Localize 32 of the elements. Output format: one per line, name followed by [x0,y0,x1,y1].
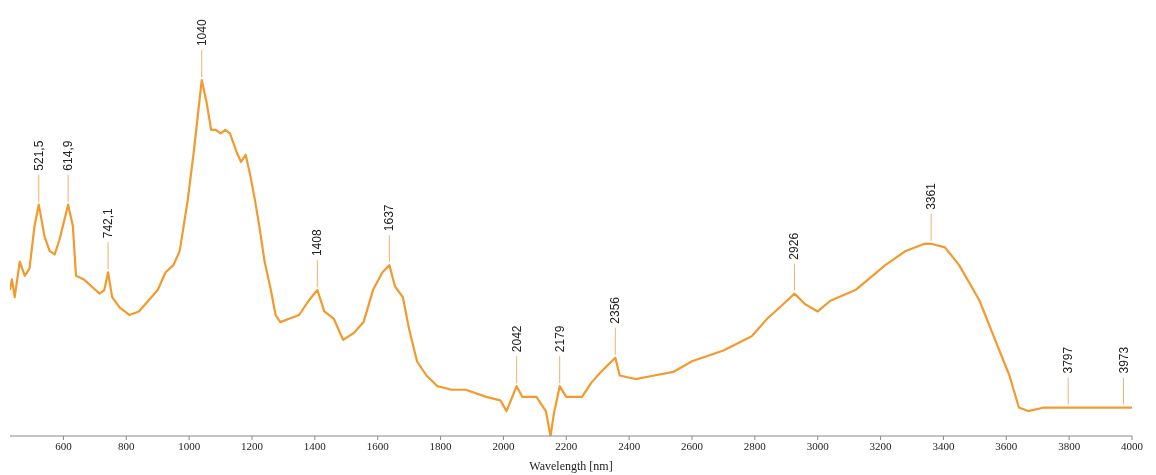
x-tick-label: 4000 [1121,439,1144,452]
x-tick-label: 3200 [869,439,893,452]
x-tick-label: 1800 [429,439,453,452]
annotation: 3973 [1116,346,1131,374]
annotation: 2356 [608,296,623,324]
x-tick-label: 1400 [303,439,327,452]
annotation: 2179 [552,325,567,353]
x-tick-label: 2200 [555,439,578,452]
x-tick-label: 1600 [366,439,390,452]
x-tick-label: 3600 [995,439,1018,452]
x-tick-label: 2000 [492,439,515,452]
x-tick-label: 2600 [681,439,704,452]
annotation: 1408 [310,229,325,257]
annotation: 742,1 [101,207,116,239]
annotation: 614,9 [61,140,76,171]
x-tick-label: 3400 [932,439,955,452]
annotation: 1637 [382,204,397,232]
x-tick-label: 2400 [618,439,641,452]
annotation: 1040 [194,19,209,47]
x-axis-title: Wavelength [nm] [529,459,613,473]
annotation: 3361 [924,182,939,210]
x-tick-label: 1000 [178,439,201,452]
x-tick-label: 3800 [1058,439,1081,452]
x-tick-label: 3000 [806,439,830,452]
annotation: 3797 [1061,346,1076,374]
x-tick-label: 2800 [743,439,767,452]
annotation: 521,5 [31,140,46,171]
annotation: 2042 [509,325,524,353]
x-tick-label: 600 [55,439,73,452]
x-tick-label: 1200 [241,439,264,452]
x-tick-label: 800 [118,439,136,452]
annotation: 2926 [787,232,802,260]
